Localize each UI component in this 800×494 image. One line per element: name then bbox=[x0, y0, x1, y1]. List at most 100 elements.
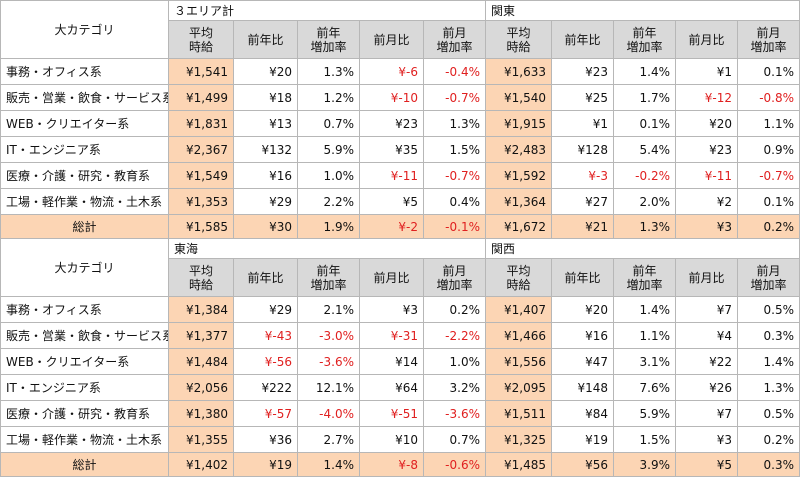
total-value-cell: 1.9% bbox=[297, 214, 360, 239]
value-cell: ¥84 bbox=[551, 400, 614, 427]
column-header-line: 平均 bbox=[188, 25, 213, 40]
value-cell: ¥36 bbox=[233, 426, 298, 453]
value-cell: ¥-11 bbox=[675, 162, 738, 189]
value-cell: ¥3 bbox=[359, 296, 424, 323]
value-cell: 1.5% bbox=[613, 426, 676, 453]
value-cell: -0.7% bbox=[423, 162, 486, 189]
value-cell: ¥1,407 bbox=[485, 296, 552, 323]
value-cell: 12.1% bbox=[297, 374, 360, 401]
table-row: 事務・オフィス系 ¥1,541 ¥20 1.3% ¥-6 -0.4% ¥1,633 ¥23 1.… bbox=[0, 58, 800, 85]
region-title: 関東 bbox=[484, 0, 800, 21]
value-cell: 3.2% bbox=[423, 374, 486, 401]
column-header: 前年比 bbox=[233, 258, 298, 297]
value-cell: ¥5 bbox=[359, 188, 424, 215]
value-cell: ¥1 bbox=[551, 110, 614, 137]
value-cell: ¥-43 bbox=[233, 322, 298, 349]
value-cell: 5.9% bbox=[613, 400, 676, 427]
column-header: 平均 時給 bbox=[485, 20, 552, 59]
value-cell: 1.3% bbox=[736, 374, 800, 401]
column-header-line: 増加率 bbox=[436, 39, 473, 54]
column-header-line: 前年 bbox=[632, 25, 657, 40]
category-label: 医療・介護・研究・教育系 bbox=[0, 162, 169, 189]
value-cell: 1.1% bbox=[613, 322, 676, 349]
column-header-line: 平均 bbox=[506, 25, 531, 40]
value-cell: 0.1% bbox=[613, 110, 676, 137]
value-cell: ¥148 bbox=[551, 374, 614, 401]
region-title: ３エリア計 bbox=[168, 0, 486, 21]
column-header-row: 平均 時給 前年比 前年 増加率 前月比 前月 増加率 平均 時給 前年比 前年 増加率 前月比 前月 増加率 bbox=[1, 258, 800, 297]
value-cell: -0.2% bbox=[613, 162, 676, 189]
category-label: 工場・軽作業・物流・土木系 bbox=[0, 188, 169, 215]
column-header-line: 平均 bbox=[506, 263, 531, 278]
total-value-cell: 0.3% bbox=[736, 452, 800, 477]
value-cell: ¥-10 bbox=[359, 84, 424, 111]
column-header-line: 前月 bbox=[756, 25, 781, 40]
value-cell: ¥2,056 bbox=[168, 374, 234, 401]
table-row: 医療・介護・研究・教育系 ¥1,380 ¥-57 -4.0% ¥-51 -3.6% ¥1,5… bbox=[0, 400, 800, 427]
total-value-cell: ¥21 bbox=[551, 214, 614, 239]
column-header: 前月比 bbox=[359, 258, 424, 297]
value-cell: 1.5% bbox=[423, 136, 486, 163]
column-header-line: 前年比 bbox=[564, 270, 601, 285]
column-header: 平均 時給 bbox=[168, 20, 234, 59]
value-cell: 0.9% bbox=[736, 136, 800, 163]
value-cell: ¥20 bbox=[675, 110, 738, 137]
value-cell: ¥4 bbox=[675, 322, 738, 349]
value-cell: ¥14 bbox=[359, 348, 424, 375]
column-header-line: 平均 bbox=[188, 263, 213, 278]
value-cell: ¥1,364 bbox=[485, 188, 552, 215]
total-value-cell: ¥30 bbox=[233, 214, 298, 239]
value-cell: ¥1,466 bbox=[485, 322, 552, 349]
column-header-line: 前月比 bbox=[688, 32, 725, 47]
column-header-line: 増加率 bbox=[310, 277, 347, 292]
category-label: WEB・クリエイター系 bbox=[0, 348, 169, 375]
value-cell: 5.4% bbox=[613, 136, 676, 163]
total-value-cell: ¥1,485 bbox=[485, 452, 552, 477]
value-cell: ¥-51 bbox=[359, 400, 424, 427]
category-label: 販売・営業・飲食・サービス系 bbox=[0, 84, 169, 111]
value-cell: 7.6% bbox=[613, 374, 676, 401]
table-row: IT・エンジニア系 ¥2,367 ¥132 5.9% ¥35 1.5% ¥2,483 ¥128… bbox=[0, 136, 800, 163]
column-header-line: 時給 bbox=[188, 277, 213, 292]
value-cell: ¥16 bbox=[551, 322, 614, 349]
value-cell: 2.7% bbox=[297, 426, 360, 453]
category-header: 大カテゴリ bbox=[0, 0, 169, 59]
total-value-cell: ¥1,402 bbox=[168, 452, 234, 477]
value-cell: ¥64 bbox=[359, 374, 424, 401]
column-header-line: 前年比 bbox=[564, 32, 601, 47]
column-header: 前年比 bbox=[233, 20, 298, 59]
value-cell: ¥1,511 bbox=[485, 400, 552, 427]
value-cell: 1.4% bbox=[613, 58, 676, 85]
column-header-line: 増加率 bbox=[626, 277, 663, 292]
value-cell: ¥26 bbox=[675, 374, 738, 401]
column-header: 前年 増加率 bbox=[297, 258, 360, 297]
value-cell: -4.0% bbox=[297, 400, 360, 427]
value-cell: ¥1,541 bbox=[168, 58, 234, 85]
value-cell: ¥1,377 bbox=[168, 322, 234, 349]
value-cell: ¥-56 bbox=[233, 348, 298, 375]
value-cell: 2.1% bbox=[297, 296, 360, 323]
value-cell: ¥1,353 bbox=[168, 188, 234, 215]
category-label: WEB・クリエイター系 bbox=[0, 110, 169, 137]
column-header-line: 増加率 bbox=[310, 39, 347, 54]
value-cell: ¥18 bbox=[233, 84, 298, 111]
column-header-line: 増加率 bbox=[626, 39, 663, 54]
column-header-row: 平均 時給 前年比 前年 増加率 前月比 前月 増加率 平均 時給 前年比 前年 増加率 前月比 前月 増加率 bbox=[1, 20, 800, 59]
value-cell: ¥1,540 bbox=[485, 84, 552, 111]
column-header: 前月 増加率 bbox=[423, 20, 486, 59]
total-row: 総計 ¥1,402 ¥19 1.4% ¥-8 -0.6% ¥1,485 ¥56 3.9% ¥5 0.… bbox=[0, 452, 800, 477]
value-cell: ¥3 bbox=[675, 426, 738, 453]
column-header: 前年 増加率 bbox=[613, 20, 676, 59]
table-row: 販売・営業・飲食・サービス系 ¥1,499 ¥18 1.2% ¥-10 -0.7% ¥1,5… bbox=[0, 84, 800, 111]
value-cell: 0.1% bbox=[736, 188, 800, 215]
total-label: 総計 bbox=[0, 452, 169, 477]
column-header-line: 前月比 bbox=[373, 270, 410, 285]
category-label: 工場・軽作業・物流・土木系 bbox=[0, 426, 169, 453]
value-cell: ¥29 bbox=[233, 188, 298, 215]
column-header-line: 前月 bbox=[442, 263, 467, 278]
column-header: 前月 増加率 bbox=[736, 20, 800, 59]
value-cell: ¥2,095 bbox=[485, 374, 552, 401]
region-row: 大カテゴリ ３エリア計 関東 bbox=[0, 0, 800, 59]
value-cell: ¥1,484 bbox=[168, 348, 234, 375]
value-cell: -3.0% bbox=[297, 322, 360, 349]
